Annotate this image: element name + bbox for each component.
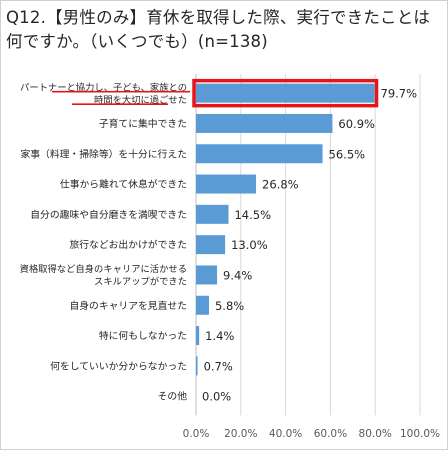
x-tick-label: 40.0% bbox=[269, 428, 302, 440]
data-label: 5.8% bbox=[215, 299, 244, 313]
x-tick-label: 0.0% bbox=[183, 428, 210, 440]
category-label: 自分の趣味や自分磨きを満喫できた bbox=[30, 208, 187, 221]
data-label: 0.7% bbox=[204, 359, 233, 373]
data-label: 9.4% bbox=[223, 268, 252, 282]
chart-title: Q12.【男性のみ】育休を取得した際、実行できたことは何ですか。（いくつでも）(… bbox=[6, 8, 431, 51]
bar bbox=[196, 204, 229, 224]
data-label: 56.5% bbox=[329, 147, 366, 161]
data-label: 13.0% bbox=[231, 238, 268, 252]
data-label: 0.0% bbox=[202, 390, 231, 404]
data-label: 26.8% bbox=[262, 178, 299, 192]
bar bbox=[196, 265, 218, 285]
category-label: 家事（料理・掃除等）を十分に行えた bbox=[20, 147, 187, 160]
x-tick-label: 100.0% bbox=[400, 428, 440, 440]
data-label: 14.5% bbox=[234, 208, 271, 222]
category-label: 特に何もしなかった bbox=[99, 329, 187, 342]
category-label: 何をしていいか分からなかった bbox=[50, 359, 187, 372]
category-label: その他 bbox=[158, 390, 188, 403]
highlight-box bbox=[192, 78, 379, 108]
data-label: 79.7% bbox=[381, 87, 418, 101]
category-label: スキルアップができた bbox=[94, 276, 187, 288]
data-label: 1.4% bbox=[205, 329, 234, 343]
category-label: 時間を大切に過ごせた bbox=[94, 94, 187, 106]
bar bbox=[196, 113, 333, 133]
category-label: 旅行などお出かけができた bbox=[69, 238, 187, 251]
data-label: 60.9% bbox=[338, 117, 375, 131]
bar bbox=[196, 144, 323, 164]
bar bbox=[196, 326, 200, 346]
x-tick-label: 60.0% bbox=[314, 428, 347, 440]
x-tick-label: 80.0% bbox=[359, 428, 392, 440]
category-label: 子育てに集中できた bbox=[99, 117, 187, 130]
bar bbox=[196, 174, 257, 194]
x-tick-label: 20.0% bbox=[224, 428, 257, 440]
bar bbox=[196, 295, 209, 315]
bar bbox=[196, 235, 226, 255]
category-label: 自身のキャリアを見直せた bbox=[69, 299, 187, 312]
bar bbox=[196, 356, 198, 376]
category-label: 仕事から離れて休息ができた bbox=[60, 178, 187, 191]
bar bbox=[196, 83, 375, 103]
category-label: 資格取得など自身のキャリアに活かせる bbox=[20, 263, 187, 275]
category-label: パートナーと協力し、子ども、家族との bbox=[20, 81, 187, 93]
